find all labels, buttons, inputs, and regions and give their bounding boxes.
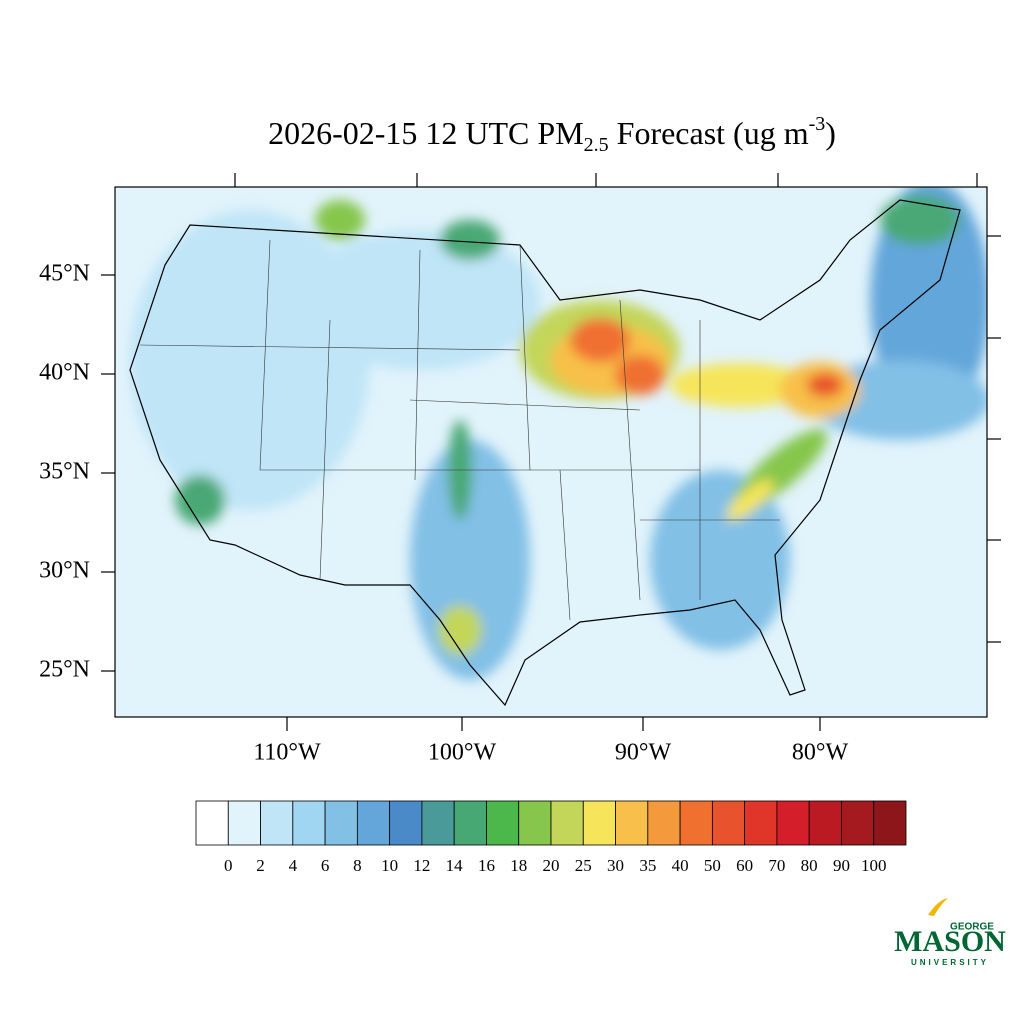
lon-label: 90°W <box>615 740 672 766</box>
lat-label: 25°N <box>39 657 90 683</box>
title: 2026-02-15 12 UTC PM2.5 Forecast (ug m-3… <box>268 113 836 156</box>
title-text: ) <box>825 115 836 151</box>
colorbar-box <box>195 800 229 846</box>
colorbar-label: 14 <box>446 856 464 875</box>
colorbar-box <box>421 800 455 846</box>
lon-label: 80°W <box>792 740 849 766</box>
concentration-shading <box>130 187 987 680</box>
colorbar-box <box>776 800 810 846</box>
colorbar-box <box>453 800 487 846</box>
graticule-ticks <box>101 173 1001 731</box>
colorbar-label: 25 <box>575 856 592 875</box>
colorbar-box <box>518 800 552 846</box>
lat-label: 45°N <box>39 261 90 287</box>
lat-label: 30°N <box>39 558 90 584</box>
colorbar-box <box>324 800 358 846</box>
lat-label: 35°N <box>39 459 90 485</box>
colorbar-label: 12 <box>413 856 430 875</box>
logo-flame <box>928 898 948 916</box>
colorbar-box <box>679 800 713 846</box>
colorbar-box <box>647 800 681 846</box>
colorbar-label: 4 <box>289 856 298 875</box>
colorbar-box <box>711 800 746 846</box>
colorbar-label: 40 <box>672 856 689 875</box>
state-borders <box>139 239 780 621</box>
colorbar-label: 90 <box>833 856 850 875</box>
logo-main: MASON <box>894 925 1006 958</box>
colorbar-label: 60 <box>736 856 753 875</box>
colorbar-label: 70 <box>768 856 785 875</box>
colorbar-label: 35 <box>639 856 656 875</box>
colorbar-box <box>873 800 907 846</box>
lat-label: 40°N <box>39 360 90 386</box>
colorbar-label: 80 <box>801 856 818 875</box>
colorbar-label: 100 <box>861 856 887 875</box>
colorbar-label: 0 <box>224 856 233 875</box>
colorbar-box <box>808 800 842 846</box>
title-subscript: 2.5 <box>584 134 609 156</box>
colorbar-box <box>582 800 616 846</box>
colorbar-box <box>486 800 520 846</box>
colorbar-label: 20 <box>543 856 560 875</box>
colorbar-label: 10 <box>381 856 398 875</box>
colorbar-label: 50 <box>704 856 721 875</box>
colorbar-box <box>744 800 778 846</box>
colorbar-box <box>292 800 326 846</box>
colorbar-box <box>841 800 875 846</box>
colorbar-box <box>389 800 423 846</box>
title-superscript: -3 <box>809 113 826 135</box>
logo-bottom: UNIVERSITY <box>911 958 989 967</box>
title-text: Forecast (ug m <box>609 115 809 151</box>
coastline <box>129 199 961 707</box>
map-frame <box>114 186 988 718</box>
colorbar-label: 16 <box>478 856 495 875</box>
colorbar-box <box>260 800 294 846</box>
colorbar-label: 6 <box>321 856 330 875</box>
colorbar-box <box>550 800 584 846</box>
map-field <box>115 187 987 717</box>
colorbar-label: 2 <box>256 856 265 875</box>
logo: GEORGE MASON UNIVERSITY <box>894 898 1006 967</box>
title-text: 2026-02-15 12 UTC PM <box>268 115 584 151</box>
colorbar-box <box>356 800 391 846</box>
logo-top: GEORGE <box>950 922 994 933</box>
lon-label: 110°W <box>253 740 321 766</box>
colorbar-label: 30 <box>607 856 624 875</box>
lon-label: 100°W <box>428 740 497 766</box>
colorbar-box <box>615 800 649 846</box>
colorbar-box <box>227 800 261 846</box>
colorbar-label: 8 <box>353 856 362 875</box>
colorbar-label: 18 <box>510 856 527 875</box>
